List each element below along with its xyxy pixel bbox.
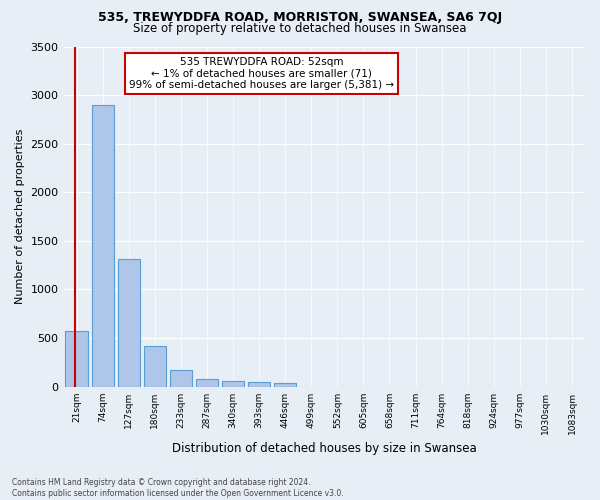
X-axis label: Distribution of detached houses by size in Swansea: Distribution of detached houses by size … (172, 442, 476, 455)
Text: 535, TREWYDDFA ROAD, MORRISTON, SWANSEA, SA6 7QJ: 535, TREWYDDFA ROAD, MORRISTON, SWANSEA,… (98, 11, 502, 24)
Text: 535 TREWYDDFA ROAD: 52sqm
← 1% of detached houses are smaller (71)
99% of semi-d: 535 TREWYDDFA ROAD: 52sqm ← 1% of detach… (129, 56, 394, 90)
Bar (65, 332, 88, 386)
Text: Size of property relative to detached houses in Swansea: Size of property relative to detached ho… (133, 22, 467, 35)
Bar (144, 346, 166, 387)
Bar (170, 370, 192, 386)
Bar (248, 382, 270, 386)
Bar (222, 382, 244, 386)
Bar (274, 384, 296, 386)
Bar (118, 260, 140, 386)
Bar (196, 379, 218, 386)
Bar (92, 105, 114, 386)
Text: Contains HM Land Registry data © Crown copyright and database right 2024.
Contai: Contains HM Land Registry data © Crown c… (12, 478, 344, 498)
Y-axis label: Number of detached properties: Number of detached properties (15, 129, 25, 304)
